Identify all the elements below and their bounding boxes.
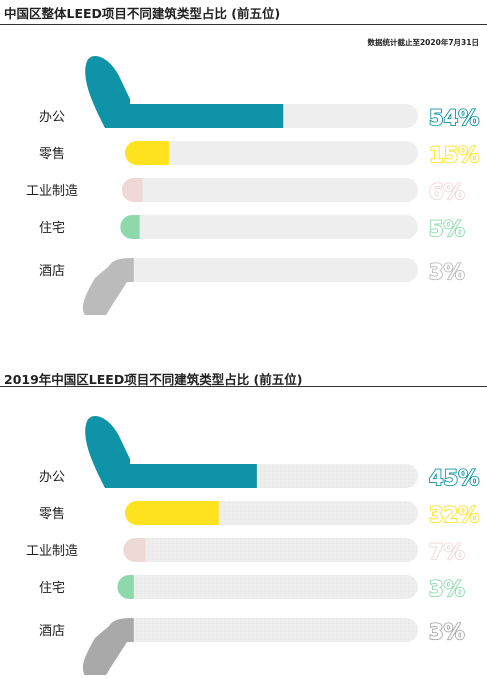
category-label-office: 办公	[39, 470, 65, 485]
bar-fill-residential	[120, 215, 140, 239]
chart2-divider	[0, 386, 487, 387]
category-label-retail: 零售	[39, 506, 65, 522]
bar-track-industrial	[125, 178, 418, 202]
value-label-office: 54%	[429, 106, 479, 130]
chart2-plot: 办公 45% 零售 32% 工业制造 7% 住宅 3% 酒店 3%	[26, 415, 480, 675]
value-label-retail: 15%	[429, 143, 479, 167]
bar-track-retail	[125, 141, 418, 165]
category-label-industrial: 工业制造	[26, 184, 78, 199]
value-label-hotel: 3%	[429, 260, 465, 284]
chart1: 办公 54% 零售 15% 工业制造 6% 住宅 5% 酒店 3%	[0, 50, 487, 315]
bar-fill-industrial	[123, 538, 146, 562]
category-label-residential: 住宅	[39, 221, 65, 236]
data-cutoff-note: 数据统计截止至2020年7月31日	[367, 38, 479, 47]
value-label-retail: 32%	[429, 503, 479, 527]
value-label-industrial: 7%	[429, 540, 465, 564]
bar-track-residential	[125, 575, 418, 599]
bar-track-residential	[125, 215, 418, 239]
bar-fill-office	[105, 104, 284, 128]
bar-track-industrial	[125, 538, 418, 562]
bar-fill-industrial	[121, 178, 143, 202]
bar-fill-hotel	[82, 618, 135, 675]
chart1-title: 中国区整体LEED项目不同建筑类型占比 (前五位)	[4, 6, 281, 21]
value-label-hotel: 3%	[429, 620, 465, 644]
bar-track-hotel	[125, 258, 418, 282]
value-label-residential: 3%	[429, 577, 465, 601]
bar-fill-residential	[117, 575, 134, 599]
category-label-hotel: 酒店	[39, 264, 65, 279]
category-label-industrial: 工业制造	[26, 544, 78, 559]
chart2: 办公 45% 零售 32% 工业制造 7% 住宅 3% 酒店 3%	[0, 410, 487, 675]
category-label-retail: 零售	[39, 146, 65, 162]
bar-track-hotel	[125, 618, 418, 642]
category-label-office: 办公	[39, 110, 65, 125]
bar-fill-retail	[125, 141, 169, 165]
value-label-residential: 5%	[429, 217, 465, 241]
category-label-residential: 住宅	[39, 581, 65, 596]
value-label-industrial: 6%	[429, 180, 465, 204]
chart1-divider	[0, 24, 487, 25]
chart2-title: 2019年中国区LEED项目不同建筑类型占比 (前五位)	[4, 372, 303, 387]
value-label-office: 45%	[429, 466, 479, 490]
bar-fill-hotel	[82, 258, 135, 315]
bar-fill-retail	[125, 501, 219, 525]
bar-fill-office	[105, 464, 257, 488]
category-label-hotel: 酒店	[39, 624, 65, 639]
chart1-plot: 办公 54% 零售 15% 工业制造 6% 住宅 5% 酒店 3%	[26, 55, 480, 315]
